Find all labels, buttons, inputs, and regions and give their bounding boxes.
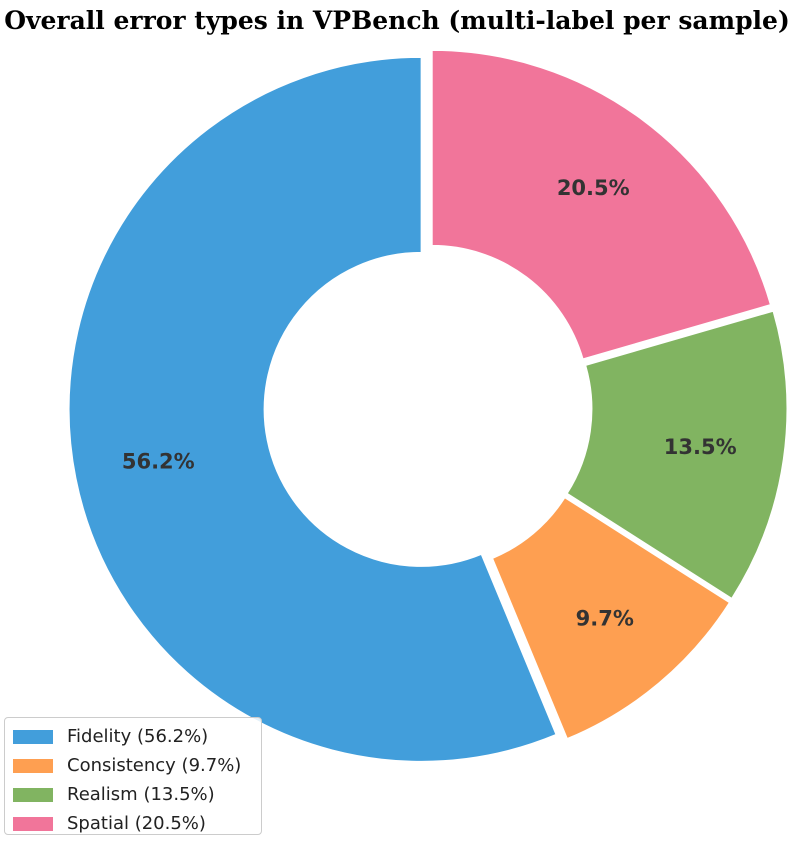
slice-consistency <box>491 497 730 740</box>
legend-label-realism: Realism (13.5%) <box>67 784 215 805</box>
slice-spatial <box>431 49 771 360</box>
slice-label-consistency: 9.7% <box>576 607 634 631</box>
legend-item-realism: Realism (13.5%) <box>13 780 261 809</box>
legend-label-fidelity: Fidelity (56.2%) <box>67 726 209 747</box>
legend-swatch-consistency <box>13 758 53 773</box>
legend-item-fidelity: Fidelity (56.2%) <box>13 722 261 751</box>
chart-title: Overall error types in VPBench (multi-la… <box>4 6 790 35</box>
legend-swatch-realism <box>13 787 53 802</box>
legend-item-consistency: Consistency (9.7%) <box>13 751 261 780</box>
legend-label-consistency: Consistency (9.7%) <box>67 755 242 776</box>
slice-label-realism: 13.5% <box>664 435 737 459</box>
legend-item-spatial: Spatial (20.5%) <box>13 809 261 838</box>
slice-label-fidelity: 56.2% <box>122 450 195 474</box>
legend: Fidelity (56.2%) Consistency (9.7%) Real… <box>4 717 262 835</box>
legend-swatch-fidelity <box>13 729 53 744</box>
legend-label-spatial: Spatial (20.5%) <box>67 813 206 834</box>
slice-labels-group: 56.2% 9.7% 13.5% 20.5% <box>122 176 737 630</box>
slice-realism <box>566 310 788 599</box>
legend-swatch-spatial <box>13 816 53 831</box>
slice-fidelity <box>68 56 557 762</box>
slices-group <box>68 49 788 762</box>
slice-label-spatial: 20.5% <box>557 176 630 200</box>
